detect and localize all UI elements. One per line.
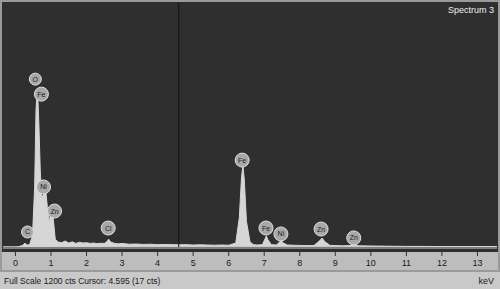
plot-area [3,2,497,247]
x-tick-label: 6 [226,258,231,268]
peak-label: Zn [350,234,358,241]
axis-band [2,252,498,270]
peak-marker [347,231,361,245]
x-tick-label: 9 [333,258,338,268]
x-tick [15,252,16,256]
x-tick-label: 12 [437,258,447,268]
peak-marker [274,227,288,241]
peak-label: Ni [40,183,47,190]
title: Spectrum 3 [448,5,494,15]
cursor-line [178,2,179,247]
x-tick [370,252,371,256]
peak-marker [259,221,273,235]
peak-label: Zn [317,226,325,233]
x-tick-label: 13 [472,258,482,268]
peak-marker [235,153,249,167]
x-tick-label: 1 [48,258,53,268]
x-tick-label: 4 [155,258,160,268]
peak-marker [101,221,115,235]
window-frame [0,0,500,289]
x-axis-label: keV [478,276,494,286]
root: 012345678910111213COFeNiZnClFeFeNiZnZnSp… [0,0,500,289]
x-tick [441,252,442,256]
x-tick [228,252,229,256]
x-tick-label: 7 [262,258,267,268]
peak-label: O [33,76,39,83]
x-tick [335,252,336,256]
peak-marker [22,226,34,238]
footer-band [0,272,500,289]
x-tick-label: 8 [297,258,302,268]
x-tick [50,252,51,256]
peak-label: Zn [50,208,58,215]
chart: 012345678910111213COFeNiZnClFeFeNiZnZnSp… [0,0,500,289]
peak-marker [37,180,51,194]
x-tick [477,252,478,256]
x-tick-label: 10 [366,258,376,268]
plot-background [2,2,498,270]
x-tick [406,252,407,256]
spectrum [3,88,497,247]
x-axis-line [3,248,497,249]
peak-marker [314,222,328,236]
peak-label: Fe [262,225,270,232]
x-tick [86,252,87,256]
peak-marker [29,73,41,85]
x-tick [193,252,194,256]
x-tick [157,252,158,256]
x-tick [299,252,300,256]
x-tick-label: 11 [402,258,411,268]
peak-marker [34,87,48,101]
x-tick-label: 3 [120,258,125,268]
peak-marker [48,204,62,218]
x-tick [264,252,265,256]
peak-label: Fe [37,91,45,98]
x-tick-label: 0 [13,258,18,268]
x-tick-label: 2 [84,258,89,268]
x-tick [122,252,123,256]
x-tick-label: 5 [191,258,196,268]
peak-label: Cl [105,225,112,232]
peak-label: C [25,228,30,235]
peak-label: Ni [278,230,285,237]
footer: Full Scale 1200 cts Cursor: 4.595 (17 ct… [4,276,161,286]
peak-label: Fe [238,157,246,164]
